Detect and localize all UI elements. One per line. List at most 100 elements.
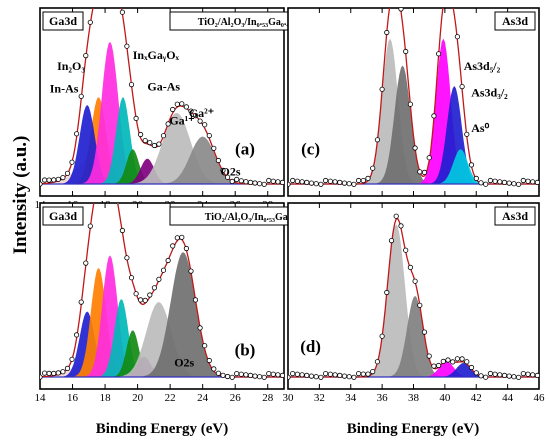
- data-point: [266, 370, 272, 377]
- panel-label: (c): [301, 140, 320, 159]
- data-point: [501, 372, 508, 378]
- data-point: [290, 370, 296, 377]
- data-point: [183, 245, 189, 252]
- data-point: [365, 175, 371, 181]
- data-point: [60, 369, 66, 375]
- data-point: [87, 19, 93, 25]
- data-point: [234, 370, 240, 377]
- data-point: [492, 178, 498, 184]
- data-point: [308, 373, 315, 379]
- data-point: [174, 235, 180, 241]
- data-point: [40, 181, 43, 187]
- data-point: [530, 372, 536, 378]
- data-point: [511, 374, 517, 380]
- data-point: [412, 145, 418, 151]
- data-point: [238, 178, 244, 184]
- components-group: [40, 203, 284, 380]
- data-point: [179, 101, 185, 107]
- component-label: As⁰: [471, 121, 489, 135]
- data-point: [370, 165, 376, 171]
- data-point: [520, 370, 526, 377]
- data-point: [243, 179, 249, 185]
- x-tick-label: 28: [262, 392, 274, 404]
- data-point: [197, 118, 203, 124]
- data-point: [55, 176, 61, 182]
- data-point: [119, 227, 126, 234]
- data-point: [435, 362, 442, 369]
- data-point: [256, 181, 263, 187]
- data-point: [388, 238, 395, 244]
- data-point: [78, 93, 84, 99]
- component-peak-ingao: [40, 255, 284, 377]
- data-point: [156, 141, 162, 147]
- data-point: [225, 174, 231, 180]
- data-point: [487, 370, 493, 377]
- components-group: [40, 8, 284, 187]
- data-point: [426, 155, 432, 161]
- data-point: [403, 247, 409, 253]
- data-point: [327, 178, 333, 184]
- data-point: [206, 133, 212, 139]
- x-tick-label: 24: [197, 392, 209, 404]
- data-point: [384, 289, 390, 296]
- data-point: [421, 329, 428, 335]
- data-point: [142, 297, 148, 303]
- data-point: [441, 1, 445, 5]
- x-tick-label: 46: [534, 392, 546, 404]
- data-point: [69, 159, 75, 165]
- x-tick-label: 34: [345, 392, 357, 404]
- components-group: [288, 1, 539, 187]
- data-point: [534, 372, 539, 378]
- data-point: [147, 140, 153, 146]
- data-point: [183, 104, 189, 110]
- data-point: [234, 176, 240, 182]
- x-tick-label: 22: [165, 392, 176, 404]
- data-point: [511, 181, 517, 187]
- data-point: [454, 34, 460, 40]
- data-point: [332, 372, 338, 378]
- data-point: [398, 223, 404, 229]
- data-point: [530, 179, 536, 185]
- data-point: [497, 179, 503, 185]
- data-point: [459, 356, 465, 362]
- data-point: [252, 180, 258, 186]
- data-point: [215, 157, 221, 164]
- data-point: [211, 366, 217, 372]
- data-point: [133, 291, 139, 297]
- data-point: [165, 121, 171, 127]
- data-point: [151, 142, 157, 149]
- data-point: [151, 285, 157, 291]
- data-point: [124, 255, 130, 261]
- component-label: As3d₃/₂: [471, 85, 508, 99]
- fit-envelope-line: [40, 8, 284, 185]
- data-point: [351, 374, 357, 380]
- data-point: [275, 179, 281, 185]
- fit-envelope-line: [288, 217, 539, 378]
- component-peak-bg7: [40, 302, 284, 377]
- data-point: [417, 169, 423, 175]
- data-point: [520, 177, 526, 184]
- data-point: [464, 131, 470, 137]
- data-point: [299, 372, 305, 378]
- data-point: [473, 370, 479, 376]
- data-point: [288, 181, 291, 187]
- data-point: [202, 122, 208, 128]
- x-tick-label: 26: [230, 392, 242, 404]
- data-point: [464, 359, 470, 365]
- data-point: [506, 180, 512, 186]
- data-point: [247, 179, 254, 185]
- data-point: [468, 162, 475, 168]
- data-point: [74, 332, 80, 338]
- data-point: [483, 181, 489, 187]
- x-tick-label: 40: [439, 392, 451, 404]
- data-point: [450, 359, 456, 365]
- data-point: [55, 370, 61, 376]
- data-point: [78, 299, 84, 305]
- data-point: [435, 51, 442, 57]
- data-point: [160, 267, 167, 273]
- data-point: [41, 370, 48, 376]
- data-point: [412, 278, 418, 284]
- sample-title: TiO₂/Al₂O₃/In₀.₅₃Ga₀.₄₇As without VA: [198, 17, 355, 28]
- data-point: [69, 356, 75, 362]
- data-point: [304, 179, 310, 185]
